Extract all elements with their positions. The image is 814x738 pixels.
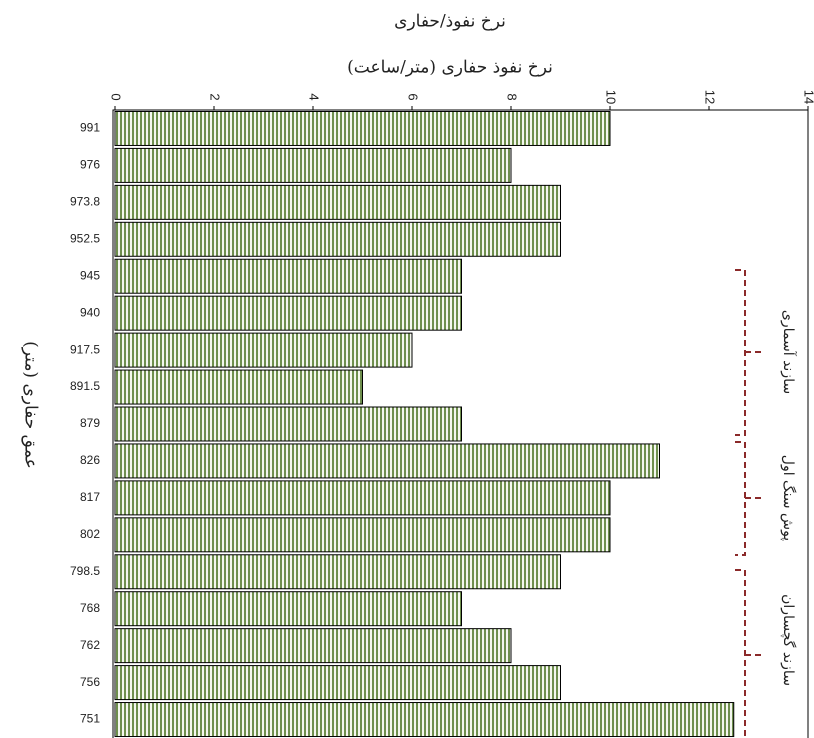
x-tick-label: 10 — [604, 90, 619, 104]
chart-title: نرخ نفوذ/حفاری — [394, 12, 506, 32]
annotation: سازند آسماری — [780, 310, 798, 394]
annotation: پوش سنگ اول — [780, 455, 797, 542]
y-tick-label: 751 — [80, 712, 100, 726]
y-tick-label: 891.5 — [70, 379, 100, 393]
bar — [114, 443, 660, 479]
y-tick-label: 768 — [80, 601, 100, 615]
y-tick-label: 817 — [80, 490, 100, 504]
bar — [114, 110, 611, 146]
y-tick-label: 798.5 — [70, 564, 100, 578]
x-tick-label: 12 — [703, 90, 718, 104]
y-tick-label: 879 — [80, 416, 100, 430]
bar — [114, 332, 413, 368]
bar — [114, 258, 462, 294]
x-tick-label: 6 — [406, 93, 421, 100]
bar — [114, 406, 462, 442]
x-tick-label: 14 — [802, 90, 814, 104]
annotation: سازند گچساران — [780, 594, 797, 686]
x-tick-label: 8 — [505, 93, 520, 100]
x-axis-title: نرخ نفوذ حفاری (متر/ساعت) — [347, 58, 553, 78]
y-tick-label: 991 — [80, 121, 100, 135]
y-tick-label: 940 — [80, 305, 100, 319]
bar — [114, 517, 611, 553]
bar — [114, 554, 561, 590]
bar — [114, 480, 611, 516]
y-tick-label: 756 — [80, 675, 100, 689]
bar — [114, 221, 561, 257]
bar — [114, 702, 735, 738]
bar — [114, 591, 462, 627]
y-tick-label: 952.5 — [70, 231, 100, 245]
y-tick-label: 802 — [80, 527, 100, 541]
x-tick-label: 2 — [208, 93, 223, 100]
plot-frame — [112, 109, 809, 738]
y-axis-title: عمق حفاری (متر) — [21, 341, 41, 469]
bar — [114, 628, 512, 664]
bar — [114, 369, 363, 405]
y-tick-label: 917.5 — [70, 342, 100, 356]
bar — [114, 295, 462, 331]
x-tick-label: 4 — [307, 93, 322, 100]
y-tick-label: 945 — [80, 268, 100, 282]
bar — [114, 147, 512, 183]
y-tick-label: 826 — [80, 453, 100, 467]
y-tick-label: 976 — [80, 158, 100, 172]
x-tick-label: 0 — [109, 93, 124, 100]
brackets — [735, 269, 765, 738]
y-tick-label: 762 — [80, 638, 100, 652]
bar — [114, 665, 561, 701]
bar — [114, 184, 561, 220]
y-tick-label: 973.8 — [70, 195, 100, 209]
